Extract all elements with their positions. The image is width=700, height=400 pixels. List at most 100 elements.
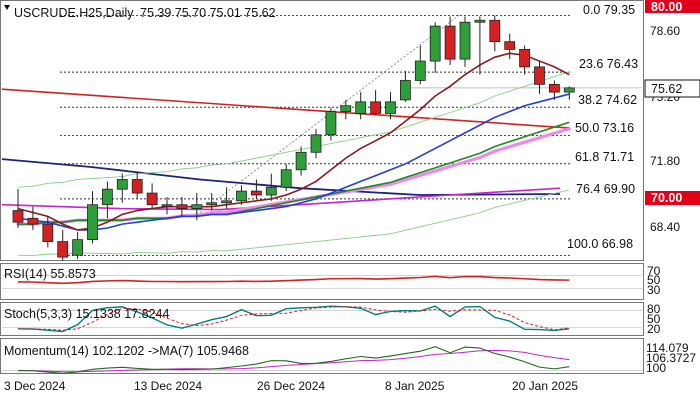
rsi-tick-50: 50	[647, 273, 661, 287]
candle-12	[191, 193, 203, 221]
candle-29	[444, 16, 456, 65]
momentum-line	[17, 346, 570, 374]
candle-body	[250, 190, 262, 196]
candle-body	[310, 134, 322, 153]
candle-body	[399, 80, 411, 101]
candle-body	[161, 204, 173, 207]
candle-20	[310, 129, 322, 159]
candle-body	[519, 49, 530, 68]
candle-body	[116, 179, 128, 190]
candle-6	[102, 181, 113, 219]
candle-34	[519, 45, 530, 75]
candle-body	[355, 101, 367, 114]
candle-21	[325, 107, 337, 141]
candle-10	[161, 196, 173, 215]
candle-36	[549, 80, 560, 100]
rsi-tick-70: 70	[647, 264, 661, 278]
candle-body	[474, 19, 486, 23]
stoch-label: Stoch(5,3,3) 15.1338 17.8244	[4, 307, 169, 321]
stoch-k-line	[17, 305, 570, 333]
price-tick-1: 78.60	[650, 24, 680, 38]
candle-5	[87, 191, 98, 244]
candle-4	[72, 231, 83, 260]
symbol-label: USCRUDE.H25,Daily	[14, 6, 134, 20]
price-tick-4: 68.40	[650, 220, 680, 234]
candle-32	[489, 15, 501, 52]
candle-35	[534, 61, 545, 95]
fib-label-100: 100.0 66.98	[567, 237, 633, 251]
candle-19	[295, 146, 307, 176]
trendline-red	[1, 88, 571, 129]
candle-body	[221, 200, 233, 204]
candle-14	[221, 187, 233, 209]
candle-body	[72, 239, 83, 256]
trendline-channel	[199, 14, 461, 213]
candle-31	[474, 16, 486, 75]
price-badge-mid	[645, 191, 700, 205]
stoch-tick-20: 20	[647, 322, 661, 336]
candle-body	[42, 223, 54, 242]
candle-17	[265, 173, 277, 201]
momentum-label: Momentum(14) 102.1202 ->MA(7) 105.9468	[4, 344, 249, 358]
candle-body	[102, 188, 113, 206]
candle-body	[340, 105, 352, 112]
rsi-tick-30: 30	[647, 283, 661, 297]
candle-body	[429, 25, 441, 62]
candle-body	[325, 111, 337, 136]
fib-label-764: 76.4 69.90	[576, 182, 635, 196]
ma-long-magenta	[1, 187, 561, 211]
candle-18	[280, 163, 292, 192]
candle-1	[27, 206, 39, 230]
candle-13	[206, 193, 218, 211]
candle-body	[87, 204, 98, 241]
rsi-line	[17, 275, 570, 285]
rsi-label: RSI(14) 55.8573	[4, 267, 96, 281]
candle-body	[12, 210, 24, 223]
candle-body	[236, 190, 247, 202]
price-badge-top-label: 80.00	[651, 0, 682, 14]
candle-body	[504, 41, 516, 50]
candle-body	[295, 151, 307, 171]
candle-body	[176, 204, 188, 209]
fib-label-236: 23.6 76.43	[579, 57, 638, 71]
candle-11	[176, 196, 188, 217]
candle-0	[12, 189, 24, 228]
candle-body	[444, 25, 456, 60]
date-label-2: 13 Dec 2024	[134, 379, 202, 393]
candle-7	[116, 173, 128, 203]
stoch-tick-50: 50	[647, 312, 661, 326]
candle-2	[42, 216, 54, 248]
candle-body	[414, 60, 426, 81]
fib-label-0: 0.0 79.35	[583, 3, 635, 17]
chevron-down-icon	[4, 5, 10, 10]
candle-body	[563, 87, 575, 93]
candle-30	[459, 16, 471, 67]
momentum-ma-line	[17, 349, 570, 373]
candle-body	[280, 169, 292, 188]
current-price-label: 75.62	[651, 82, 682, 96]
stoch-axis: 80 50 20	[647, 302, 661, 336]
rsi-axis: 70 50 30	[647, 264, 661, 297]
candle-16	[250, 179, 262, 199]
candle-37	[563, 86, 575, 100]
momentum-tick-mid: 106.3727	[646, 351, 696, 365]
candle-body	[27, 217, 39, 225]
candle-28	[429, 22, 441, 73]
ohlc-values: 75.39 75.70 75.01 75.62	[140, 6, 276, 20]
fib-label-382: 38.2 74.62	[578, 93, 637, 107]
candle-body	[191, 204, 203, 209]
momentum-axis: 114.079 106.3727 100	[646, 341, 696, 375]
price-badge-top	[645, 0, 700, 13]
candle-33	[504, 33, 516, 60]
date-label-5: 20 Jan 2025	[512, 379, 578, 393]
candle-9	[146, 183, 158, 209]
candle-body	[489, 19, 501, 43]
band-lower	[17, 189, 570, 257]
candle-24	[370, 90, 382, 116]
date-label-3: 26 Dec 2024	[257, 379, 325, 393]
momentum-tick-100: 100	[646, 361, 666, 375]
fib-labels: 0.0 79.35 23.6 76.43 38.2 74.62 50.0 73.…	[567, 3, 638, 251]
price-tick-3: 71.80	[650, 154, 680, 168]
